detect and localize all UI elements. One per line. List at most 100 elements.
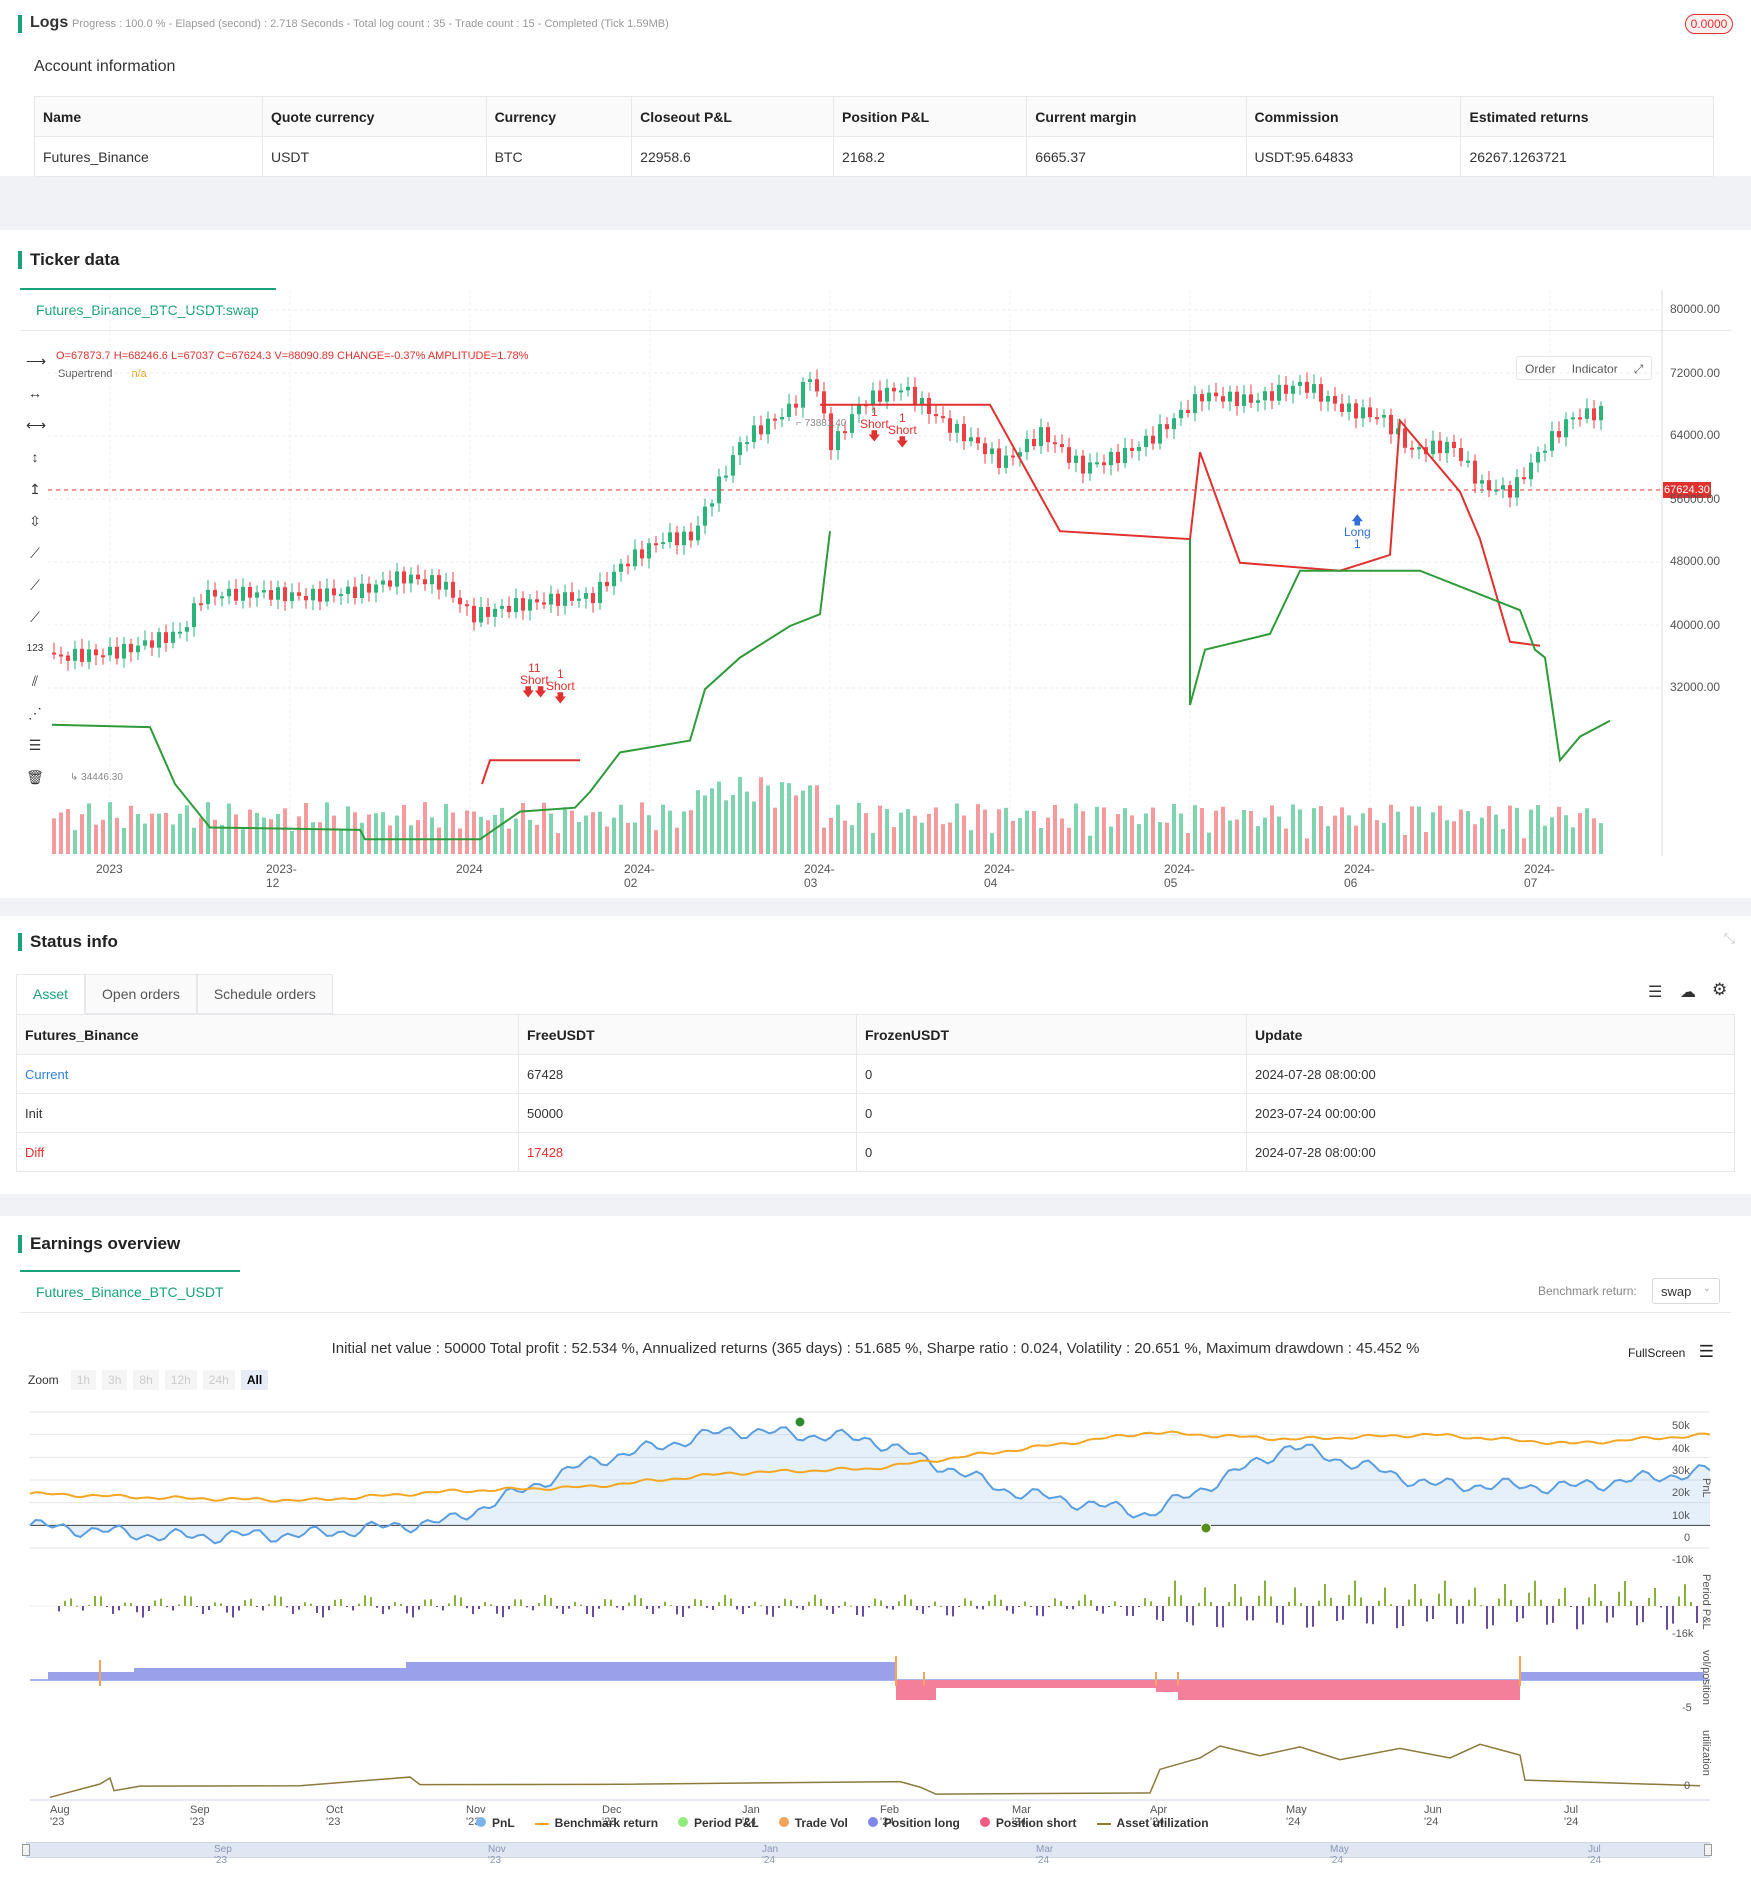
tab-open-orders[interactable]: Open orders	[85, 974, 197, 1014]
trend-line-icon[interactable]: ⟋	[30, 545, 40, 561]
list-icon[interactable]: ☰	[1648, 984, 1663, 1001]
volume-bar	[717, 781, 721, 854]
legend-trade-vol[interactable]: Trade Vol	[778, 1816, 848, 1830]
period-pnl-bar	[166, 1606, 168, 1607]
zoom-12h[interactable]: 12h	[164, 1370, 197, 1390]
volume-bar	[941, 824, 945, 854]
order-button[interactable]: Order	[1525, 362, 1556, 376]
period-pnl-bar	[700, 1599, 702, 1606]
candle-body	[626, 563, 630, 567]
fullscreen-button[interactable]: FullScreen ☰	[1628, 1342, 1714, 1361]
horizontal-line-icon[interactable]: ↔	[28, 385, 42, 401]
zoom-8h[interactable]: 8h	[133, 1370, 159, 1390]
candle-body	[255, 592, 259, 598]
volume-bar	[395, 815, 399, 854]
earnings-chart[interactable]	[0, 1216, 1751, 1894]
volume-bar	[640, 802, 644, 854]
price-range-icon[interactable]: 123	[26, 643, 44, 654]
period-pnl-bar	[1120, 1606, 1122, 1607]
volume-bar	[696, 790, 700, 854]
period-pnl-bar	[730, 1598, 732, 1606]
tab-asset[interactable]: Asset	[16, 974, 86, 1014]
x-tick: Oct '23	[326, 1804, 344, 1828]
y-tick: 32000.00	[1670, 680, 1721, 694]
navigator[interactable]	[26, 1842, 1710, 1858]
vertical-ray-icon[interactable]: ↥	[29, 481, 41, 497]
zoom-24h[interactable]: 24h	[202, 1370, 235, 1390]
period-pnl-bar	[1438, 1593, 1440, 1606]
supertrend-line-down	[481, 759, 580, 785]
legend-position-long[interactable]: Position long	[867, 1816, 960, 1830]
period-pnl-bar	[1684, 1584, 1686, 1606]
period-pnl-bar	[562, 1606, 564, 1615]
tab-schedule-orders[interactable]: Schedule orders	[196, 974, 333, 1014]
collapse-icon[interactable]: ⤡	[1723, 930, 1735, 946]
period-pnl-bar	[604, 1599, 606, 1606]
extended-line-icon[interactable]: ⟷	[26, 417, 47, 433]
volume-bar	[171, 824, 175, 854]
volume-bar	[1200, 808, 1204, 854]
volume-bar	[1473, 824, 1477, 854]
candle-body	[1032, 438, 1036, 447]
volume-bar	[752, 801, 756, 854]
menu-icon[interactable]: ☰	[1698, 1342, 1714, 1361]
zoom-3h[interactable]: 3h	[102, 1370, 128, 1390]
period-pnl-bar	[136, 1606, 138, 1613]
tab-earnings-symbol[interactable]: Futures_Binance_BTC_USDT	[36, 1284, 224, 1300]
indicator-button[interactable]: Indicator	[1571, 362, 1618, 376]
period-pnl-bar	[1066, 1606, 1068, 1609]
candle-body	[787, 403, 791, 417]
signal-short-3: 11 Short 🡇🡇	[520, 661, 549, 699]
volume-bar	[1088, 835, 1092, 854]
gear-icon[interactable]: ⚙	[1712, 980, 1728, 999]
tab-ticker-symbol[interactable]: Futures_Binance_BTC_USDT:swap	[36, 302, 259, 318]
period-pnl-bar	[1108, 1606, 1110, 1607]
vertical-segment-icon[interactable]: ⇳	[29, 513, 41, 529]
volume-bar	[857, 802, 861, 854]
candle-body	[1319, 384, 1323, 402]
legend-benchmark[interactable]: Benchmark return	[534, 1816, 658, 1830]
zoom-1h[interactable]: 1h	[70, 1370, 97, 1390]
account-table: Name Quote currency Currency Closeout P&…	[34, 96, 1714, 177]
period-pnl-bar	[94, 1595, 96, 1606]
period-pnl-bar	[1024, 1601, 1026, 1606]
legend-position-short[interactable]: Position short	[979, 1816, 1077, 1830]
expand-icon[interactable]: ⤢	[1633, 362, 1644, 376]
axis-title-vol: vol/position	[1700, 1650, 1712, 1706]
volume-bar	[668, 810, 672, 854]
legend-asset-utilization[interactable]: Asset utilization	[1096, 1816, 1209, 1830]
ohlc-readout: O=67873.7 H=68246.6 L=67037 C=67624.3 V=…	[56, 350, 529, 362]
legend-pnl[interactable]: PnL	[476, 1816, 515, 1830]
navigator-handle-left[interactable]	[22, 1844, 30, 1856]
zoom-all[interactable]: All	[240, 1370, 269, 1390]
volume-bar	[997, 809, 1001, 854]
period-pnl-bar	[1300, 1603, 1302, 1606]
volume-bar	[1186, 832, 1190, 854]
period-pnl-bar	[58, 1606, 60, 1612]
pitchfork-icon[interactable]: ⋰	[28, 705, 42, 721]
candle-body	[248, 586, 252, 598]
benchmark-select[interactable]: swap ⌄	[1652, 1278, 1720, 1304]
fibonacci-icon[interactable]: ☰	[28, 737, 42, 753]
vertical-line-icon[interactable]: ↕	[31, 449, 39, 465]
parallel-channel-icon[interactable]: ⫽	[31, 673, 39, 689]
trash-icon[interactable]: 🗑	[26, 769, 44, 785]
legend-period-pnl[interactable]: Period P&L	[678, 1816, 759, 1830]
candle-body	[556, 593, 560, 606]
ray-line-icon[interactable]: ⟋	[30, 577, 40, 593]
volume-bar	[1396, 811, 1400, 854]
col-exchange: Futures_Binance	[16, 1014, 519, 1055]
volume-bar	[885, 808, 889, 854]
volume-bar	[290, 830, 294, 854]
candle-body	[1382, 414, 1386, 418]
horizontal-ray-icon[interactable]: ⟶	[26, 353, 47, 369]
cloud-download-icon[interactable]: ☁	[1680, 984, 1696, 1001]
candle-body	[241, 586, 245, 601]
candle-body	[1088, 462, 1092, 474]
candle-body	[1445, 441, 1449, 454]
segment-icon[interactable]: ⟋	[30, 609, 40, 625]
candle-body	[1186, 409, 1190, 414]
navigator-handle-right[interactable]	[1704, 1844, 1712, 1856]
candle-body	[1277, 384, 1281, 401]
period-pnl-bar	[1342, 1606, 1344, 1620]
